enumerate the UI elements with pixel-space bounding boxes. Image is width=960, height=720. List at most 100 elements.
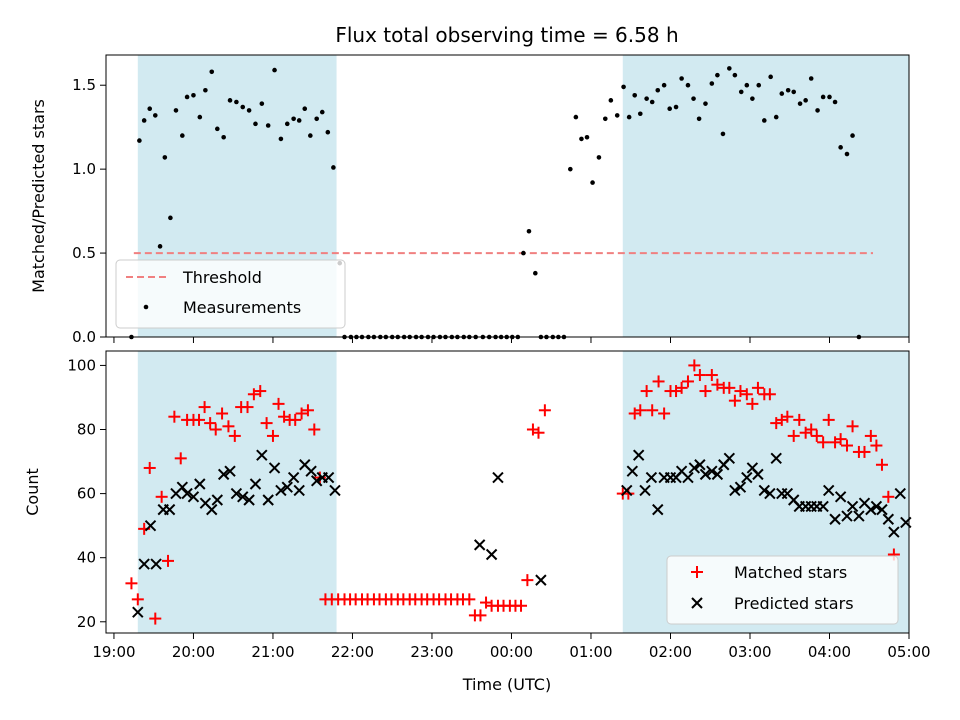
- y-tick-label: 0.5: [72, 244, 96, 262]
- matched-star-point: [209, 423, 222, 436]
- predicted-star-point: [322, 471, 335, 484]
- y-tick-label: 60: [77, 485, 96, 503]
- matched-star-point: [228, 429, 241, 442]
- predicted-star-point: [132, 606, 144, 618]
- measurement-point: [203, 87, 208, 93]
- measurement-point: [838, 145, 843, 150]
- measurement-point: [568, 166, 573, 172]
- measurement-point: [632, 92, 638, 98]
- measurement-point: [685, 82, 691, 88]
- predicted-star-point: [741, 471, 753, 484]
- predicted-star-point: [535, 574, 547, 586]
- measurement-point: [762, 118, 767, 123]
- predicted-star-point: [711, 468, 724, 481]
- predicted-star-point: [846, 500, 859, 513]
- predicted-star-point: [281, 481, 293, 493]
- matched-star-point: [308, 423, 321, 436]
- matched-star-point: [301, 404, 314, 417]
- predicted-star-point: [163, 503, 176, 516]
- matched-star-point: [834, 433, 847, 446]
- predicted-star-point: [243, 494, 255, 506]
- measurement-point: [253, 121, 258, 127]
- predicted-star-point: [723, 452, 736, 465]
- x-tick-label: 00:00: [490, 643, 533, 661]
- matched-star-point: [204, 417, 217, 430]
- predicted-star-point: [758, 484, 771, 497]
- predicted-legend-label: Predicted stars: [734, 594, 854, 613]
- predicted-star-point: [144, 519, 157, 532]
- measurement-point: [756, 82, 762, 88]
- measurement-point: [655, 87, 661, 93]
- ratio-legend-box: [115, 259, 346, 329]
- measurements-legend-marker: [143, 304, 149, 310]
- matched-star-point: [793, 413, 806, 426]
- measurement-point: [291, 116, 296, 122]
- predicted-star-point: [287, 471, 300, 484]
- matched-star-point: [840, 439, 853, 452]
- x-tick-label: 20:00: [172, 643, 215, 661]
- measurement-point: [325, 129, 331, 135]
- measurement-point: [173, 108, 179, 113]
- measurement-point: [221, 134, 226, 140]
- measurement-point: [272, 67, 277, 73]
- predicted-star-point: [485, 548, 498, 561]
- measurement-point: [768, 74, 773, 80]
- measurement-point: [521, 250, 526, 256]
- predicted-star-point: [699, 468, 712, 481]
- measurement-point: [137, 138, 142, 143]
- measurement-point: [626, 114, 632, 120]
- matched-star-point: [658, 407, 671, 420]
- measurement-point: [727, 66, 732, 71]
- matched-star-point: [723, 381, 736, 394]
- predicted-star-point: [829, 513, 841, 525]
- measurement-point: [240, 104, 246, 110]
- measurement-point: [227, 98, 233, 103]
- predicted-star-point: [894, 487, 906, 500]
- measurement-point: [197, 114, 203, 120]
- x-tick-label: 23:00: [410, 643, 453, 661]
- matched-star-point: [193, 413, 206, 426]
- count-panel-frame: [105, 350, 910, 634]
- measurement-point: [259, 101, 265, 106]
- measurement-point: [803, 98, 808, 103]
- matched-star-point: [763, 388, 776, 401]
- measurement-point: [168, 215, 173, 221]
- matched-star-point: [474, 609, 487, 622]
- predicted-star-point: [870, 500, 883, 513]
- threshold-legend-label: Threshold: [182, 268, 262, 287]
- measurement-point: [319, 109, 325, 115]
- matched-star-point: [882, 490, 895, 503]
- x-tick-label: 01:00: [569, 643, 612, 661]
- measurement-point: [673, 104, 679, 110]
- measurement-point: [147, 106, 153, 112]
- matched-star-point: [168, 410, 181, 423]
- predicted-star-point: [752, 468, 764, 481]
- matched-star-point: [846, 420, 859, 433]
- measurement-point: [331, 165, 336, 170]
- matched-star-point: [222, 420, 235, 433]
- measurement-point: [573, 114, 579, 120]
- matched-star-point: [532, 426, 545, 439]
- predicted-star-point: [187, 491, 200, 503]
- measurement-point: [703, 101, 708, 106]
- measurement-point: [608, 98, 614, 103]
- matched-star-point: [155, 490, 168, 503]
- matched-star-point: [125, 577, 138, 590]
- count-panel-legend: Matched stars Predicted stars: [666, 555, 899, 625]
- matched-star-point: [640, 385, 653, 398]
- predicted-star-point: [817, 500, 829, 513]
- measurement-point: [820, 94, 826, 100]
- measurement-point: [278, 136, 284, 142]
- measurement-point: [661, 82, 667, 88]
- predicted-star-point: [237, 491, 249, 503]
- matched-star-point: [705, 369, 718, 382]
- shaded-interval: [622, 55, 909, 337]
- predicted-star-point: [138, 558, 150, 570]
- measurement-point: [180, 133, 185, 138]
- x-tick-label: 22:00: [331, 643, 374, 661]
- x-tick-label: 21:00: [251, 643, 294, 661]
- measurement-point: [141, 118, 147, 123]
- predicted-star-point: [181, 487, 193, 500]
- measurement-point: [209, 69, 215, 75]
